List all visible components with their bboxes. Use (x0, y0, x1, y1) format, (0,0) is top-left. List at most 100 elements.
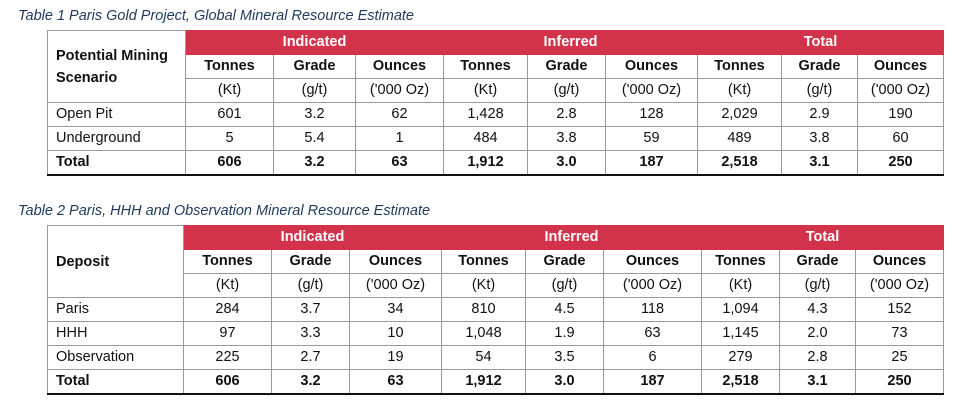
total-row: Total 606 3.2 63 1,912 3.0 187 2,518 3.1 250 (47, 369, 944, 395)
value-cell: 63 (349, 369, 442, 395)
unit-cell: (g/t) (273, 78, 356, 103)
unit-cell: (Kt) (701, 273, 780, 298)
row-name: Total (47, 150, 186, 176)
value-cell: 2.8 (527, 102, 606, 127)
value-cell: 601 (185, 102, 274, 127)
value-cell: 19 (349, 345, 442, 370)
value-cell: 187 (605, 150, 698, 176)
row-name: Underground (47, 126, 186, 151)
value-cell: 2.0 (779, 321, 856, 346)
value-cell: 190 (857, 102, 944, 127)
table-row: Underground 5 5.4 1 484 3.8 59 489 3.8 60 (47, 126, 944, 151)
unit-cell: (g/t) (525, 273, 604, 298)
column-header: Ounces (605, 54, 698, 79)
value-cell: 6 (603, 345, 702, 370)
value-cell: 284 (183, 297, 272, 322)
value-cell: 62 (355, 102, 444, 127)
value-cell: 3.3 (271, 321, 350, 346)
value-cell: 73 (855, 321, 944, 346)
unit-cell: (g/t) (527, 78, 606, 103)
column-header-row: Tonnes Grade Ounces Tonnes Grade Ounces Tonnes… (48, 249, 944, 274)
table-2: Deposit Indicated Inferred Total Tonnes Grade… (47, 225, 944, 395)
value-cell: 1 (355, 126, 444, 151)
value-cell: 34 (349, 297, 442, 322)
value-cell: 250 (857, 150, 944, 176)
value-cell: 606 (183, 369, 272, 395)
value-cell: 1,094 (701, 297, 780, 322)
value-cell: 489 (697, 126, 782, 151)
column-header: Grade (271, 249, 350, 274)
value-cell: 10 (349, 321, 442, 346)
unit-cell: (g/t) (779, 273, 856, 298)
group-header-indicated: Indicated (185, 30, 444, 55)
column-header: Grade (273, 54, 356, 79)
unit-cell: ('000 Oz) (603, 273, 702, 298)
value-cell: 1,912 (443, 150, 528, 176)
value-cell: 128 (605, 102, 698, 127)
unit-cell: ('000 Oz) (605, 78, 698, 103)
value-cell: 1,048 (441, 321, 526, 346)
column-header: Grade (527, 54, 606, 79)
column-header: Ounces (857, 54, 944, 79)
group-header-inferred: Inferred (443, 30, 698, 55)
value-cell: 5.4 (273, 126, 356, 151)
value-cell: 3.0 (525, 369, 604, 395)
column-header: Grade (781, 54, 858, 79)
column-header: Ounces (603, 249, 702, 274)
column-header: Tonnes (443, 54, 528, 79)
table-1: Potential Mining Scenario Indicated Inferr… (47, 30, 944, 176)
value-cell: 63 (355, 150, 444, 176)
row-name: Paris (47, 297, 184, 322)
value-cell: 3.0 (527, 150, 606, 176)
unit-cell: (Kt) (443, 78, 528, 103)
table-row: Observation 225 2.7 19 54 3.5 6 279 2.8 25 (47, 345, 944, 370)
value-cell: 4.3 (779, 297, 856, 322)
value-cell: 810 (441, 297, 526, 322)
group-header-row: Deposit Indicated Inferred Total (47, 225, 944, 298)
unit-cell: (Kt) (183, 273, 272, 298)
value-cell: 2.7 (271, 345, 350, 370)
column-header: Tonnes (441, 249, 526, 274)
value-cell: 97 (183, 321, 272, 346)
value-cell: 4.5 (525, 297, 604, 322)
column-header: Tonnes (697, 54, 782, 79)
value-cell: 3.2 (273, 150, 356, 176)
value-cell: 1,145 (701, 321, 780, 346)
value-cell: 3.8 (527, 126, 606, 151)
table-1-caption: Table 1 Paris Gold Project, Global Miner… (18, 8, 414, 24)
value-cell: 3.7 (271, 297, 350, 322)
column-header: Tonnes (183, 249, 272, 274)
value-cell: 1,428 (443, 102, 528, 127)
group-header-inferred: Inferred (441, 225, 702, 250)
value-cell: 152 (855, 297, 944, 322)
value-cell: 3.2 (271, 369, 350, 395)
value-cell: 187 (603, 369, 702, 395)
group-header-row: Potential Mining Scenario Indicated Inferr… (47, 30, 944, 103)
value-cell: 2.8 (779, 345, 856, 370)
value-cell: 3.1 (781, 150, 858, 176)
unit-cell: (Kt) (441, 273, 526, 298)
column-header: Grade (779, 249, 856, 274)
unit-cell: ('000 Oz) (349, 273, 442, 298)
units-row: (Kt) (g/t) ('000 Oz) (Kt) (g/t) ('000 Oz) (Kt)… (48, 78, 944, 103)
row-name: Open Pit (47, 102, 186, 127)
value-cell: 2,518 (697, 150, 782, 176)
value-cell: 2,029 (697, 102, 782, 127)
table-row: Open Pit 601 3.2 62 1,428 2.8 128 2,029 2.9 190 (47, 102, 944, 127)
table-2-caption: Table 2 Paris, HHH and Observation Miner… (18, 203, 431, 219)
column-header: Tonnes (185, 54, 274, 79)
table-row: HHH 97 3.3 10 1,048 1.9 63 1,145 2.0 73 (47, 321, 944, 346)
unit-cell: (g/t) (271, 273, 350, 298)
value-cell: 54 (441, 345, 526, 370)
unit-cell: ('000 Oz) (355, 78, 444, 103)
column-header: Ounces (855, 249, 944, 274)
unit-cell: ('000 Oz) (855, 273, 944, 298)
total-row: Total 606 3.2 63 1,912 3.0 187 2,518 3.1 250 (47, 150, 944, 176)
value-cell: 1.9 (525, 321, 604, 346)
unit-cell: (g/t) (781, 78, 858, 103)
value-cell: 1,912 (441, 369, 526, 395)
row-header: Potential Mining Scenario (47, 30, 186, 103)
table-row: Paris 284 3.7 34 810 4.5 118 1,094 4.3 152 (47, 297, 944, 322)
value-cell: 3.8 (781, 126, 858, 151)
